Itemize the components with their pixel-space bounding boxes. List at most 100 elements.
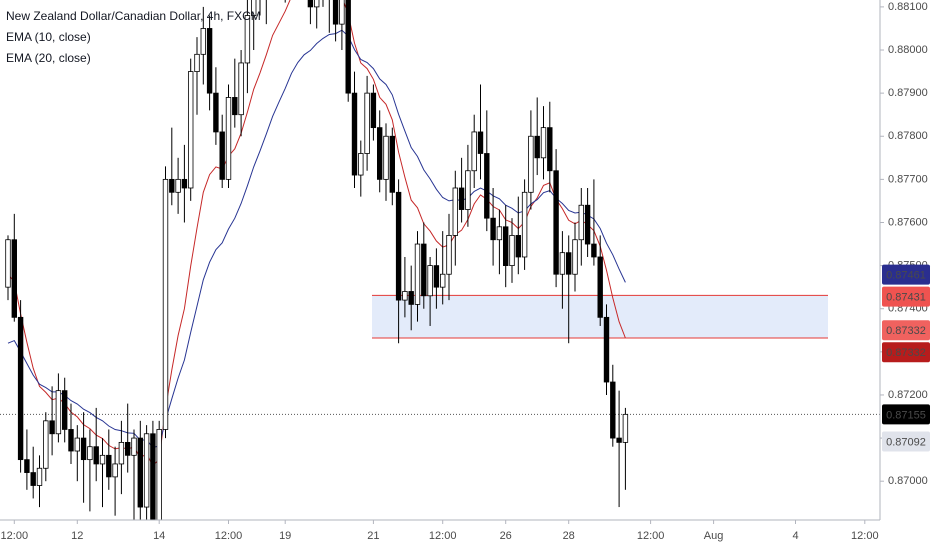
candle-body [414,243,421,305]
candle-body [17,316,24,461]
candle-body [458,187,465,210]
legend-entry: EMA (20, close) [6,51,91,65]
y-tick-label: 0.87600 [888,216,928,228]
candle-body [62,390,68,430]
candle-body [521,191,528,258]
candle-body [446,235,452,275]
candle-body [402,291,408,301]
candle-body [622,413,629,443]
candle-body [559,252,566,275]
candle-body [106,454,112,478]
y-tick-label: 0.87800 [888,130,928,142]
candle-body [370,92,377,129]
x-tick-label: 12:00 [215,530,243,542]
candle-body [515,235,521,258]
y-tick-label: 0.87900 [888,87,928,99]
candle-body [364,92,370,154]
candle-body [99,454,106,465]
candle-body [502,226,509,267]
price-tag-label: 0.87332 [886,347,926,359]
x-tick-label: 12:00 [1,530,29,542]
candle-body [553,170,559,275]
candle-body [496,226,503,241]
x-tick-label: 12 [71,530,83,542]
candle-body [219,131,225,180]
candle-body [55,390,62,435]
candle-body [376,127,383,180]
price-tag-label: 0.87092 [886,436,926,448]
candle-body [5,239,11,288]
candle-body [36,467,43,486]
candle-body [528,135,534,193]
candle-body [597,256,603,318]
candle-body [244,15,251,64]
candle-body [87,446,93,461]
candle-body [339,0,345,25]
y-tick-label: 0.87000 [888,475,928,487]
y-tick-label: 0.87200 [888,389,928,401]
candle-body [572,239,578,275]
candle-body [238,62,244,116]
candle-body [566,252,572,275]
candle-body [465,170,471,210]
candle-body [490,217,496,241]
candle-body [137,437,143,508]
candle-body [187,71,194,189]
candle-body [452,187,458,236]
x-tick-label: 28 [563,530,575,542]
candle-body [181,178,188,189]
candle-body [143,433,150,508]
candle-body [80,437,87,461]
candle-body [169,178,175,193]
legend-entry: EMA (10, close) [6,30,91,44]
candle-body [395,191,402,301]
candle-body [232,97,238,116]
price-tag-label: 0.87332 [886,325,926,337]
candle-body [225,97,232,180]
candle-body [11,239,17,318]
x-tick-label: Aug [704,530,724,542]
price-tag-label: 0.87155 [886,409,926,421]
candle-body [74,437,80,452]
x-tick-label: 19 [279,530,291,542]
candle-body [471,131,477,172]
y-tick-label: 0.88000 [888,44,928,56]
price-tag [882,431,930,452]
plot-area [0,0,880,520]
x-tick-label: 12:00 [851,530,879,542]
candle-body [578,204,584,241]
candle-body [421,243,427,297]
candle-body [162,178,169,430]
candle-body [345,0,351,94]
candle-body [93,446,99,465]
candle-body [389,135,395,193]
x-tick-label: 12:00 [637,530,665,542]
candle-body [358,153,364,176]
candle-body [351,92,358,176]
candle-body [610,381,616,439]
candle-body [68,429,74,452]
candle-body [118,441,125,465]
price-tag [882,320,930,341]
candle-body [439,273,446,288]
candle-body [383,135,389,180]
x-tick-label: 12:00 [429,530,457,542]
price-tag [882,404,930,425]
candle-body [131,437,137,456]
candle-body [200,28,206,55]
x-tick-label: 4 [792,530,798,542]
candle-body [509,235,515,267]
candle-body [156,429,162,520]
candle-body [49,420,55,435]
candle-body [408,291,414,305]
candle-body [43,420,49,469]
candle-body [307,0,314,8]
chart-title: New Zealand Dollar/Canadian Dollar, 4h, … [6,9,261,23]
candle-body [484,153,490,219]
candle-body [24,459,30,473]
candle-body [433,265,440,288]
candle-body [534,135,540,159]
candle-body [213,92,219,133]
candle-body [477,131,484,154]
